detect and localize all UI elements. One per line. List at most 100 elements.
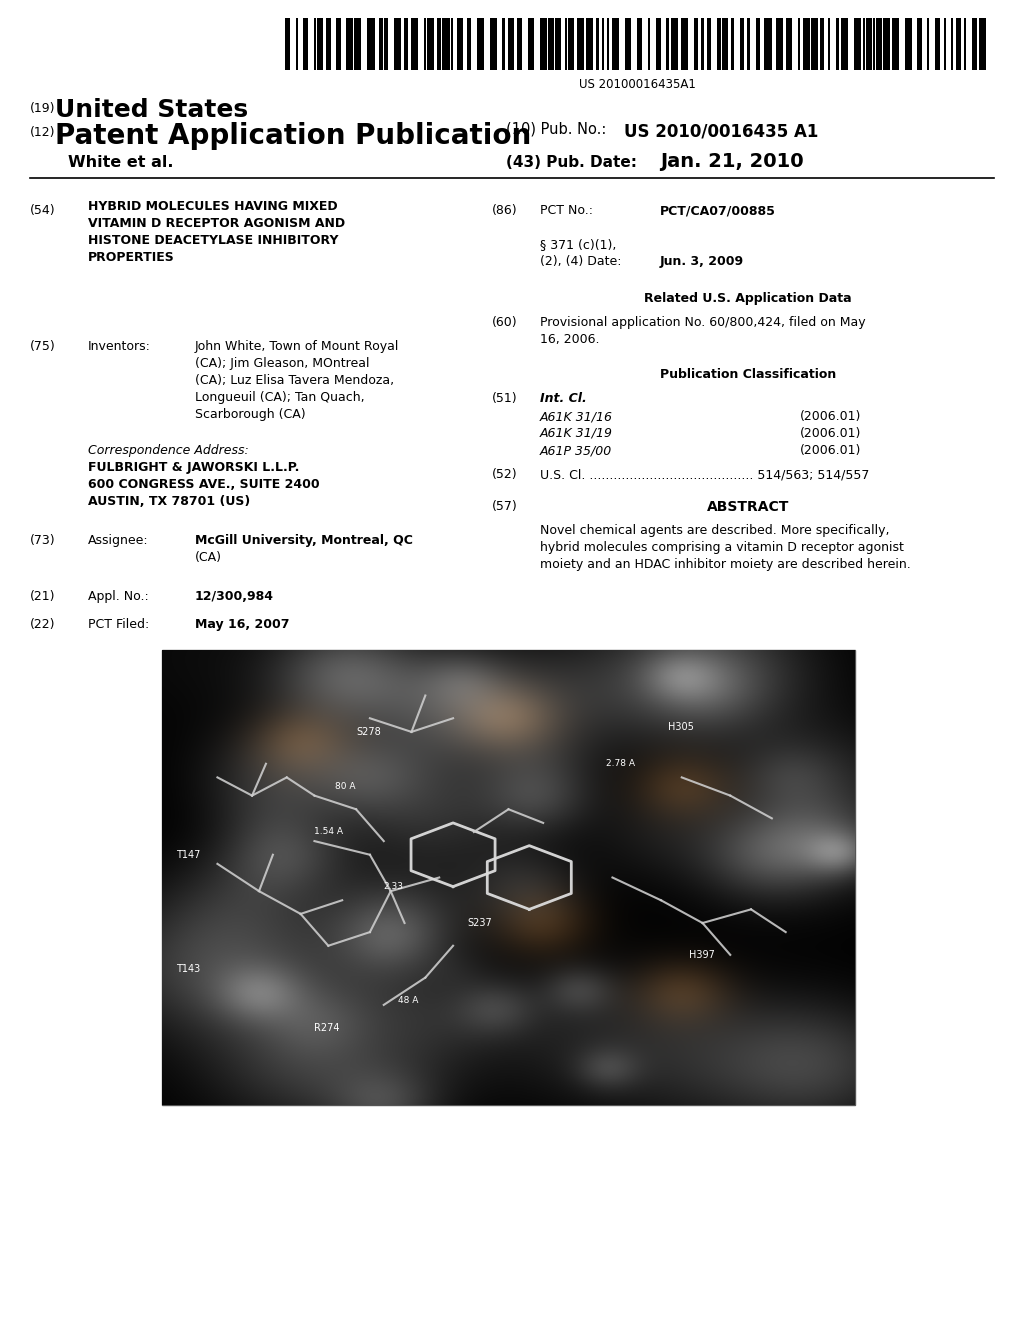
Text: H305: H305 — [668, 722, 694, 733]
Bar — [285, 18, 291, 70]
Bar — [565, 18, 567, 70]
Bar — [964, 18, 966, 70]
Bar — [935, 18, 940, 70]
Text: PROPERTIES: PROPERTIES — [88, 251, 175, 264]
Text: Appl. No.:: Appl. No.: — [88, 590, 148, 603]
Text: (54): (54) — [30, 205, 55, 216]
Text: U.S. Cl. ......................................... 514/563; 514/557: U.S. Cl. ...............................… — [540, 469, 869, 480]
Text: (43) Pub. Date:: (43) Pub. Date: — [506, 154, 637, 170]
Bar — [866, 18, 871, 70]
Text: 48 A: 48 A — [397, 995, 418, 1005]
Text: S237: S237 — [467, 917, 492, 928]
Bar — [841, 18, 848, 70]
Text: Publication Classification: Publication Classification — [659, 368, 837, 381]
Text: (73): (73) — [30, 535, 55, 546]
Bar — [303, 18, 308, 70]
Bar — [950, 18, 952, 70]
Bar — [764, 18, 772, 70]
Bar — [671, 18, 678, 70]
Text: (51): (51) — [492, 392, 517, 405]
Bar — [394, 18, 401, 70]
Bar — [612, 18, 620, 70]
Text: 80 A: 80 A — [335, 781, 355, 791]
Bar — [568, 18, 573, 70]
Text: T143: T143 — [176, 964, 200, 974]
Text: United States: United States — [55, 98, 248, 121]
Text: 16, 2006.: 16, 2006. — [540, 333, 599, 346]
Bar — [722, 18, 727, 70]
Bar — [979, 18, 986, 70]
Text: Int. Cl.: Int. Cl. — [540, 392, 587, 405]
Text: S278: S278 — [356, 727, 381, 737]
Bar — [317, 18, 323, 70]
Bar — [296, 18, 298, 70]
Text: (CA); Luz Elisa Tavera Mendoza,: (CA); Luz Elisa Tavera Mendoza, — [195, 374, 394, 387]
Text: Patent Application Publication: Patent Application Publication — [55, 121, 531, 150]
Bar — [694, 18, 697, 70]
Bar — [314, 18, 315, 70]
Text: A61K 31/16: A61K 31/16 — [540, 411, 613, 422]
Bar — [820, 18, 823, 70]
Bar — [776, 18, 783, 70]
Text: Scarborough (CA): Scarborough (CA) — [195, 408, 305, 421]
Text: 2.33: 2.33 — [384, 882, 403, 891]
Text: US 20100016435A1: US 20100016435A1 — [579, 78, 695, 91]
Bar — [892, 18, 899, 70]
Bar — [786, 18, 792, 70]
Text: Jun. 3, 2009: Jun. 3, 2009 — [660, 255, 744, 268]
Bar — [442, 18, 450, 70]
Bar — [944, 18, 946, 70]
Text: § 371 (c)(1),: § 371 (c)(1), — [540, 238, 616, 251]
Text: Provisional application No. 60/800,424, filed on May: Provisional application No. 60/800,424, … — [540, 315, 865, 329]
Bar — [811, 18, 818, 70]
Bar — [336, 18, 341, 70]
Text: Inventors:: Inventors: — [88, 341, 151, 352]
Bar — [955, 18, 961, 70]
Bar — [803, 18, 810, 70]
Text: (2006.01): (2006.01) — [800, 426, 861, 440]
Text: ABSTRACT: ABSTRACT — [707, 500, 790, 513]
Text: Correspondence Address:: Correspondence Address: — [88, 444, 249, 457]
Bar — [972, 18, 977, 70]
Bar — [424, 18, 426, 70]
Bar — [746, 18, 751, 70]
Bar — [502, 18, 506, 70]
Bar — [162, 649, 855, 1105]
Text: (75): (75) — [30, 341, 55, 352]
Bar — [437, 18, 441, 70]
Bar — [490, 18, 498, 70]
Bar — [798, 18, 800, 70]
Bar — [540, 18, 547, 70]
Bar — [757, 18, 760, 70]
Bar — [555, 18, 561, 70]
Bar — [509, 18, 514, 70]
Bar — [345, 18, 353, 70]
Text: HYBRID MOLECULES HAVING MIXED: HYBRID MOLECULES HAVING MIXED — [88, 201, 338, 213]
Text: May 16, 2007: May 16, 2007 — [195, 618, 290, 631]
Bar — [730, 18, 734, 70]
Bar — [607, 18, 609, 70]
Text: 1.54 A: 1.54 A — [314, 828, 343, 837]
Text: 12/300,984: 12/300,984 — [195, 590, 274, 603]
Text: 2.78 A: 2.78 A — [605, 759, 635, 768]
Text: A61P 35/00: A61P 35/00 — [540, 444, 612, 457]
Bar — [549, 18, 554, 70]
Text: Jan. 21, 2010: Jan. 21, 2010 — [660, 152, 804, 172]
Bar — [477, 18, 484, 70]
Bar — [648, 18, 650, 70]
Text: R274: R274 — [314, 1023, 340, 1032]
Bar — [916, 18, 923, 70]
Text: Related U.S. Application Data: Related U.S. Application Data — [644, 292, 852, 305]
Bar — [577, 18, 584, 70]
Bar — [655, 18, 662, 70]
Text: (CA); Jim Gleason, MOntreal: (CA); Jim Gleason, MOntreal — [195, 356, 370, 370]
Text: VITAMIN D RECEPTOR AGONISM AND: VITAMIN D RECEPTOR AGONISM AND — [88, 216, 345, 230]
Bar — [836, 18, 840, 70]
Bar — [326, 18, 331, 70]
Text: hybrid molecules comprising a vitamin D receptor agonist: hybrid molecules comprising a vitamin D … — [540, 541, 904, 554]
Bar — [528, 18, 534, 70]
Bar — [700, 18, 705, 70]
Text: PCT Filed:: PCT Filed: — [88, 618, 150, 631]
Text: (12): (12) — [30, 125, 55, 139]
Bar — [905, 18, 912, 70]
